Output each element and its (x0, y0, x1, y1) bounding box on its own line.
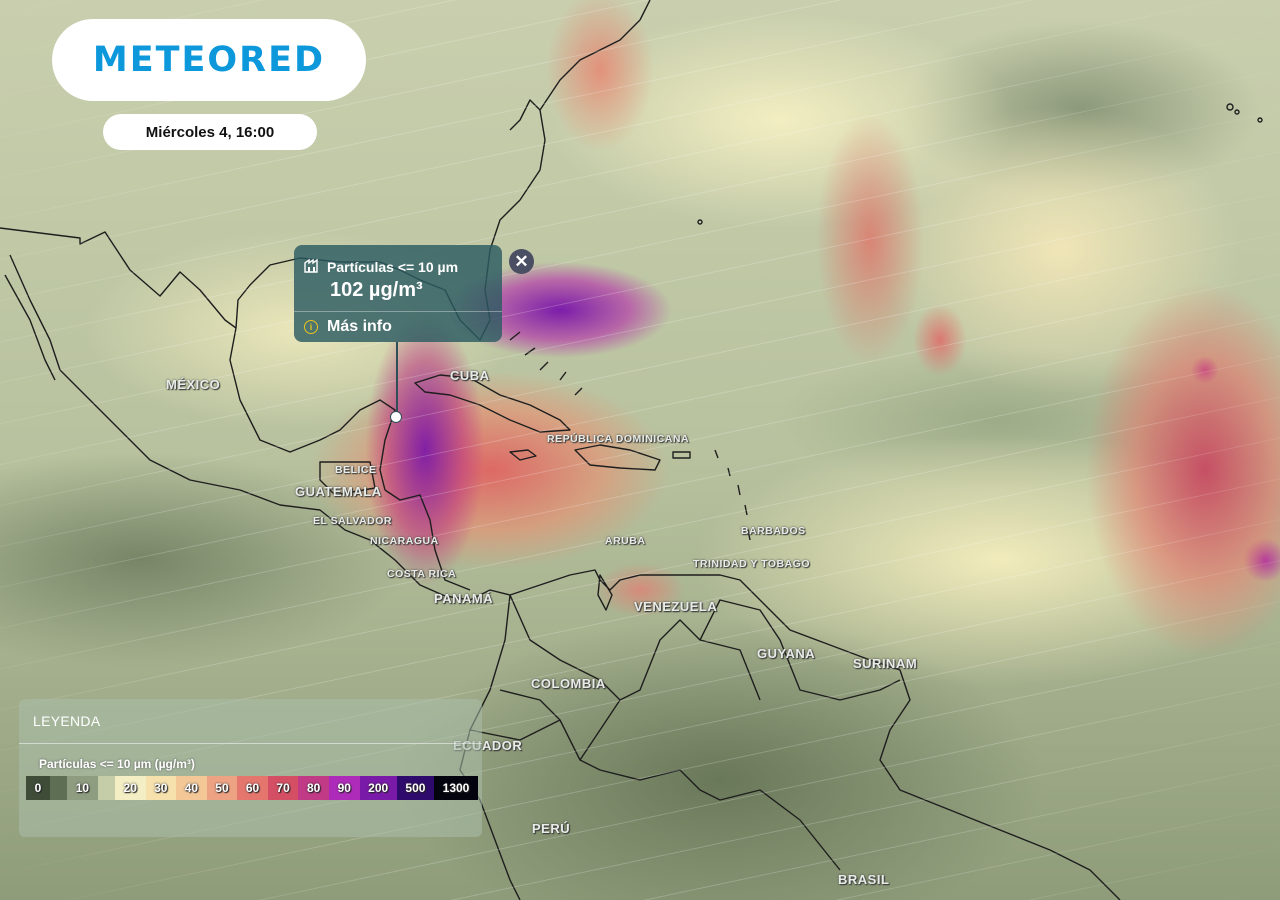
country-label: TRINIDAD Y TOBAGO (693, 558, 811, 570)
country-label: PANAMÁ (434, 591, 494, 606)
legend-panel: LEYENDA Partículas <= 10 µm (µg/m³) 0 10 2… (19, 699, 482, 837)
legend-swatch: 60 (237, 776, 268, 800)
close-popup-button[interactable]: ✕ (509, 249, 534, 274)
country-label: COLOMBIA (531, 676, 606, 691)
legend-swatch: 70 (267, 776, 299, 800)
legend-swatch (97, 776, 115, 800)
legend-title: LEYENDA (33, 713, 101, 729)
brand-name: METEORED (92, 40, 326, 80)
country-label: CUBA (450, 368, 490, 383)
country-label: BARBADOS (741, 525, 806, 537)
legend-swatch: 80 (298, 776, 329, 800)
country-label: BRASIL (838, 872, 890, 887)
legend-swatch: 40 (176, 776, 207, 800)
legend-swatch: 90 (328, 776, 360, 800)
legend-swatch: 10 (67, 776, 98, 800)
country-label: REPÚBLICA DOMINICANA (547, 433, 690, 445)
info-icon: i (304, 320, 318, 334)
legend-swatch: 0 (26, 776, 50, 800)
country-label: NICARAGUA (370, 535, 439, 547)
country-label: COSTA RICA (387, 568, 457, 580)
legend-swatch: 30 (145, 776, 177, 800)
legend-swatch: 50 (206, 776, 238, 800)
marker-stem (396, 342, 398, 416)
legend-variable: Partículas <= 10 µm (µg/m³) (39, 757, 195, 771)
country-label: ARUBA (605, 535, 646, 547)
forecast-datetime[interactable]: Miércoles 4, 16:00 (103, 114, 317, 150)
factory-icon (304, 257, 320, 276)
country-label: VENEZUELA (634, 599, 718, 614)
more-info-link[interactable]: i Más info (304, 318, 392, 336)
country-label: GUYANA (757, 646, 816, 661)
country-label: EL SALVADOR (313, 515, 393, 527)
country-label: BELICE (335, 464, 377, 476)
legend-swatch: 200 (359, 776, 397, 800)
legend-swatch: 500 (396, 776, 435, 800)
legend-swatch: 20 (114, 776, 146, 800)
country-label: SURINAM (853, 656, 918, 671)
legend-swatch (49, 776, 68, 800)
popup-value: 102 µg/m³ (330, 279, 423, 301)
location-marker[interactable] (390, 411, 402, 423)
country-label: MÉXICO (166, 377, 221, 392)
popup-divider (294, 311, 502, 312)
more-info-label: Más info (327, 318, 392, 335)
country-label: PERÚ (532, 821, 571, 836)
legend-color-scale: 0 10 20 30 40 50 60 70 80 90 200 500 1300 (26, 776, 478, 800)
data-popup: Partículas <= 10 µm 102 µg/m³ i Más info (294, 245, 502, 342)
legend-divider (19, 743, 482, 744)
country-label: GUATEMALA (295, 484, 382, 499)
legend-swatch: 1300 (434, 776, 478, 800)
brand-logo: METEORED (52, 19, 366, 101)
popup-variable: Partículas <= 10 µm (327, 258, 459, 275)
